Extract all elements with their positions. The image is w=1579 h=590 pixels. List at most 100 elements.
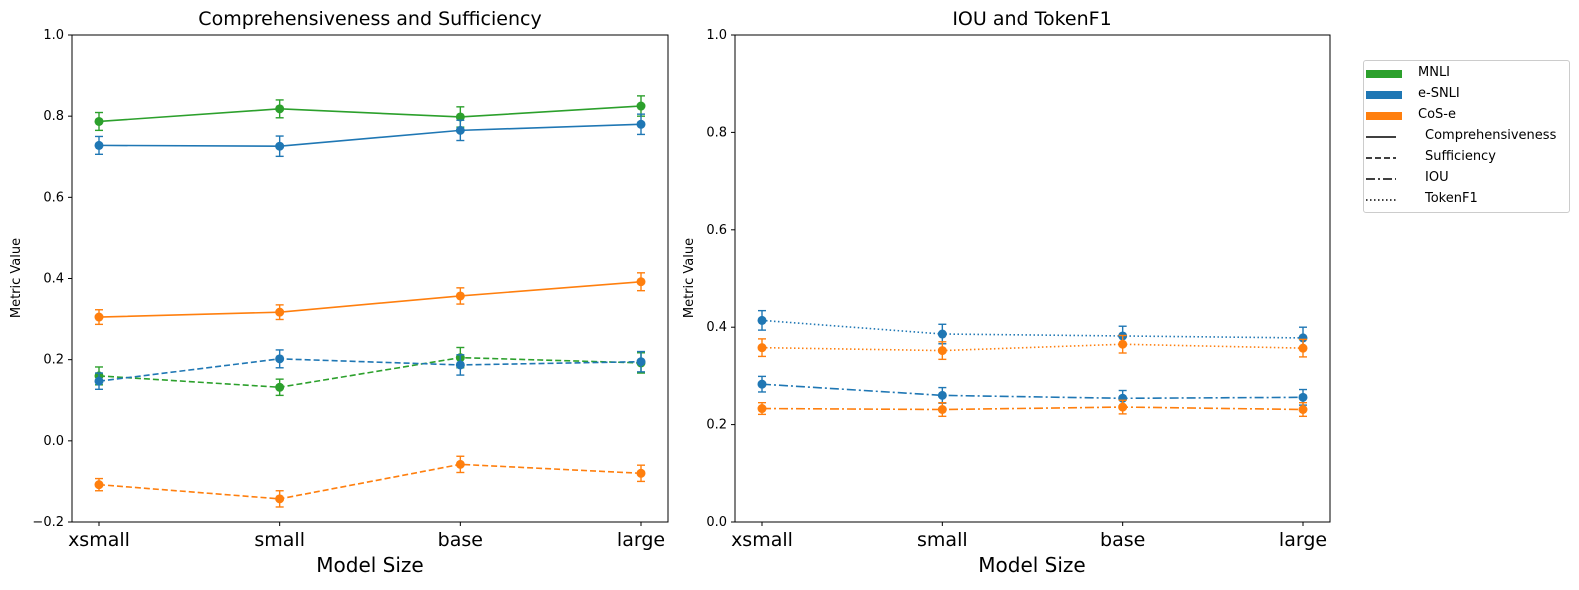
legend-label-mnli: MNLI <box>1418 65 1451 80</box>
left-y-tick-label: 1.0 <box>43 28 64 43</box>
data-point-e-snli-sufficiency <box>636 357 646 367</box>
data-point-e-snli-sufficiency <box>94 376 104 386</box>
right-chart-marks: 0.0 0.2 0.4 0.6 0.8 1.0 xsmall small base large <box>706 28 1327 551</box>
series-line-cos-e-comprehensiveness <box>98 280 642 318</box>
legend-label-esnli: e-SNLI <box>1418 86 1460 101</box>
legend-label-comprehensiveness: Comprehensiveness <box>1425 128 1557 143</box>
data-point-cos-e-tokenf1 <box>757 343 767 353</box>
data-point-e-snli-comprehensiveness <box>275 141 285 151</box>
right-y-tick-label: 0.0 <box>706 515 727 530</box>
data-point-e-snli-iou <box>937 390 947 400</box>
data-point-mnli-comprehensiveness <box>94 116 104 126</box>
legend-label-sufficiency: Sufficiency <box>1425 149 1496 164</box>
series-line-cos-e-iou <box>761 406 1304 411</box>
data-point-cos-e-comprehensiveness <box>636 277 646 287</box>
data-point-cos-e-tokenf1 <box>1118 339 1128 349</box>
right-y-tick-label: 0.6 <box>706 223 727 238</box>
right-y-tick-label: 1.0 <box>706 28 727 43</box>
data-point-cos-e-sufficiency <box>275 494 285 504</box>
left-y-tick-label: 0.2 <box>43 353 64 368</box>
legend-item-cose: CoS-e <box>1364 106 1564 126</box>
left-x-tick-label: base <box>438 529 483 551</box>
legend-line-dashdot <box>1366 178 1396 180</box>
data-point-e-snli-tokenf1 <box>937 329 947 339</box>
data-point-cos-e-sufficiency <box>636 468 646 478</box>
right-y-tick-label: 0.8 <box>706 125 727 140</box>
legend-item-iou: IOU <box>1364 169 1564 189</box>
data-point-mnli-comprehensiveness <box>636 101 646 111</box>
data-point-cos-e-iou <box>937 405 947 415</box>
data-point-mnli-comprehensiveness <box>455 112 465 122</box>
legend-line-solid <box>1366 136 1396 138</box>
left-chart-panel: Comprehensiveness and Sufficiency Model … <box>9 8 669 577</box>
right-x-axis-label: Model Size <box>978 553 1085 577</box>
legend: MNLI e-SNLI CoS-e Comprehensiveness Suff… <box>1363 60 1570 213</box>
data-point-cos-e-tokenf1 <box>937 346 947 356</box>
data-point-cos-e-sufficiency <box>94 480 104 490</box>
data-point-e-snli-tokenf1 <box>757 315 767 325</box>
legend-line-dashed <box>1366 157 1396 159</box>
right-chart-title: IOU and TokenF1 <box>952 8 1111 30</box>
data-point-mnli-sufficiency <box>275 382 285 392</box>
right-y-tick-label: 0.2 <box>706 418 727 433</box>
data-point-cos-e-iou <box>1118 402 1128 412</box>
data-point-e-snli-tokenf1 <box>1298 333 1308 343</box>
left-chart-title: Comprehensiveness and Sufficiency <box>198 8 541 30</box>
legend-swatch-cose <box>1366 112 1402 120</box>
legend-item-esnli: e-SNLI <box>1364 85 1564 105</box>
data-point-e-snli-sufficiency <box>455 360 465 370</box>
left-y-tick-label: 0.0 <box>43 434 64 449</box>
data-point-e-snli-comprehensiveness <box>94 140 104 150</box>
right-x-tick-label: base <box>1100 529 1145 551</box>
data-point-e-snli-comprehensiveness <box>636 119 646 129</box>
left-y-tick-label: −0.2 <box>32 515 64 530</box>
legend-label-tokenf1: TokenF1 <box>1425 191 1478 206</box>
data-point-cos-e-comprehensiveness <box>455 291 465 301</box>
left-y-axis-label: Metric Value <box>9 238 24 318</box>
data-point-e-snli-comprehensiveness <box>455 125 465 135</box>
left-axes-frame <box>71 34 669 523</box>
data-point-e-snli-iou <box>1298 392 1308 402</box>
series-line-mnli-sufficiency <box>98 356 642 389</box>
right-axes-frame <box>734 34 1331 523</box>
series-line-cos-e-tokenf1 <box>761 343 1304 352</box>
data-point-cos-e-comprehensiveness <box>94 312 104 322</box>
legend-label-cose: CoS-e <box>1418 107 1456 122</box>
data-point-e-snli-sufficiency <box>275 354 285 364</box>
data-point-cos-e-iou <box>757 404 767 414</box>
series-line-e-snli-comprehensiveness <box>98 123 642 147</box>
right-x-tick-label: small <box>917 529 968 551</box>
data-point-cos-e-sufficiency <box>455 459 465 469</box>
legend-label-iou: IOU <box>1425 170 1449 185</box>
legend-swatch-esnli <box>1366 91 1402 99</box>
right-x-tick-label: xsmall <box>731 529 793 551</box>
legend-line-dotted <box>1366 199 1396 201</box>
series-line-e-snli-tokenf1 <box>761 319 1304 339</box>
legend-item-sufficiency: Sufficiency <box>1364 148 1564 168</box>
data-point-cos-e-comprehensiveness <box>275 307 285 317</box>
right-x-tick-label: large <box>1279 529 1327 551</box>
legend-item-tokenf1: TokenF1 <box>1364 190 1564 210</box>
data-point-cos-e-iou <box>1298 405 1308 415</box>
left-chart-marks: −0.2 0.0 0.2 0.4 0.6 0.8 1.0 xsmall small base lar… <box>32 28 665 551</box>
legend-item-comprehensiveness: Comprehensiveness <box>1364 127 1564 147</box>
left-x-tick-label: xsmall <box>68 529 130 551</box>
legend-swatch-mnli <box>1366 70 1402 78</box>
left-y-tick-label: 0.8 <box>43 109 64 124</box>
data-point-mnli-comprehensiveness <box>275 104 285 114</box>
data-point-e-snli-iou <box>757 379 767 389</box>
series-line-e-snli-iou <box>761 383 1304 400</box>
left-x-tick-label: small <box>254 529 305 551</box>
data-point-cos-e-tokenf1 <box>1298 343 1308 353</box>
series-line-cos-e-sufficiency <box>98 463 642 500</box>
right-y-axis-label: Metric Value <box>682 238 697 318</box>
right-chart-panel: IOU and TokenF1 Model Size Metric Value … <box>682 8 1331 577</box>
left-x-axis-label: Model Size <box>316 553 423 577</box>
left-x-tick-label: large <box>617 529 665 551</box>
left-y-tick-label: 0.6 <box>43 190 64 205</box>
legend-item-mnli: MNLI <box>1364 64 1564 84</box>
series-line-e-snli-sufficiency <box>98 358 642 382</box>
series-line-mnli-comprehensiveness <box>98 105 642 123</box>
left-y-tick-label: 0.4 <box>43 272 64 287</box>
